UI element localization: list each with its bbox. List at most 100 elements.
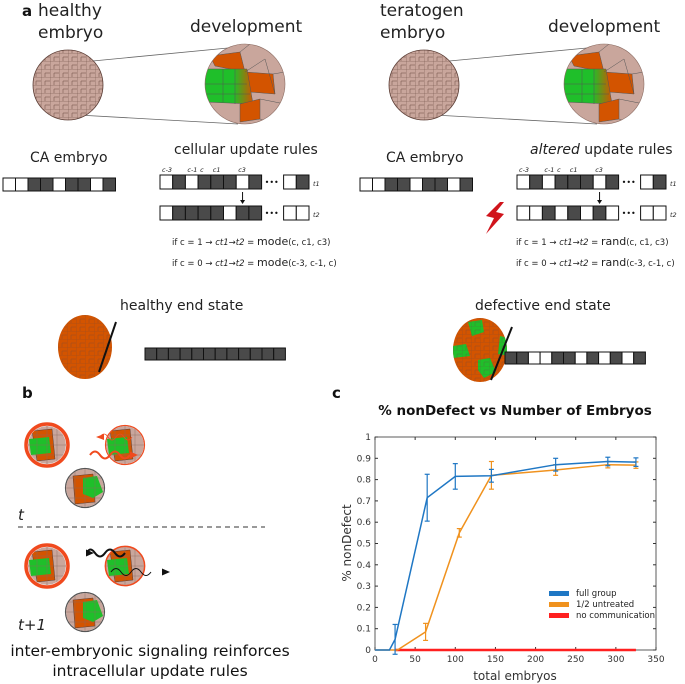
healthy-embryo-title-line1: healthy [38, 1, 102, 21]
ca-cell [248, 174, 263, 190]
embryo-icon-sender-t1 [28, 547, 66, 585]
y-tick-label: 0.2 [357, 603, 371, 613]
panel-c-chart: c % nonDefect vs Number of Embryos 0 50 10… [332, 384, 665, 683]
cell-index-label: c-1 [187, 166, 197, 174]
y-tick-label: 0 [365, 646, 371, 656]
x-tick-label: 150 [487, 655, 504, 665]
panel-b: b t t+1 inter-embryonic signaling reinfo… [10, 384, 289, 680]
ca-cell [527, 351, 541, 365]
receiver-embryo-ring-t1 [104, 545, 146, 587]
panel-b-caption-line1: inter-embryonic signaling reinforces [10, 642, 289, 660]
embryo-icon-receiver-t1 [106, 547, 144, 585]
ca-cell [191, 347, 205, 361]
legend-label: 1/2 untreated [576, 600, 634, 610]
development-title-right: development [548, 17, 660, 37]
development-embryo-icon [205, 44, 285, 124]
cell-index-label: c-3 [162, 166, 172, 174]
ca-cell [40, 177, 54, 192]
ca-cell [397, 177, 411, 192]
ca-cell [52, 177, 66, 192]
ca-cell [541, 174, 556, 190]
series-line-1-2-untreated [375, 463, 636, 651]
cell-index-label: c1 [570, 166, 578, 174]
ca-cell [90, 177, 104, 192]
healthy-section: healthy embryo development cellular upda… [2, 1, 337, 379]
y-tick-label: 0.3 [357, 582, 371, 592]
weak-signal-wave-arrow [99, 433, 133, 441]
defective-end-state-embryo-icon [453, 318, 507, 382]
weak-forward-wave-arrow [110, 568, 152, 576]
ca-cell [504, 351, 518, 365]
ca-cell [574, 351, 588, 365]
ellipsis: ••• [622, 209, 636, 218]
ellipsis: ••• [622, 178, 636, 187]
ca-cell [223, 205, 237, 221]
neutral-embryo-ring [64, 467, 106, 509]
x-tick-label: 300 [607, 655, 624, 665]
ca-cell [447, 177, 461, 192]
healthy-end-state-label: healthy end state [120, 298, 243, 314]
ca-cell [633, 351, 646, 365]
ca-cell [172, 174, 186, 190]
ca-cell [167, 347, 181, 361]
neutral-embryo-ring-t1 [64, 591, 106, 633]
x-tick-label: 350 [647, 655, 664, 665]
legend-swatch [549, 602, 569, 607]
healthy-end-state-embryo-icon [58, 315, 112, 379]
ca-cell [586, 351, 600, 365]
ca-cell [598, 351, 611, 365]
ca-cell [567, 174, 581, 190]
data-series [375, 456, 639, 655]
zoom-line-bottom [77, 114, 239, 125]
ca-cell [529, 174, 543, 190]
time-label-t: t [18, 506, 25, 524]
teratogen-embryo-title-line2: embryo [380, 23, 445, 43]
ca-cell [459, 177, 473, 192]
ca-cell [249, 347, 263, 361]
t2-label: t2 [313, 211, 320, 219]
ca-cell [159, 174, 174, 190]
ca-cell [295, 205, 310, 221]
ca-cell [516, 205, 531, 221]
x-tick-label: 200 [527, 655, 544, 665]
ca-cell [184, 205, 199, 221]
axis-ticks: 0 50 100 150 200 250 300 350 0 0.1 0.2 0.3 0.4 0.5 0.6… [357, 433, 665, 665]
ca-cell [359, 177, 373, 192]
ca-embryo-strip-right [359, 177, 473, 192]
ca-cell [580, 174, 594, 190]
y-tick-label: 0.4 [357, 561, 372, 571]
defective-end-state-label: defective end state [475, 298, 611, 314]
y-tick-label: 0.9 [357, 454, 372, 464]
y-tick-label: 1 [365, 433, 371, 443]
ellipsis: ••• [265, 209, 279, 218]
cell-index-label: c [557, 166, 561, 174]
panel-label-a: a [22, 2, 32, 20]
ca-cell [609, 351, 623, 365]
ca-embryo-label-right: CA embryo [386, 150, 464, 166]
ca-cell [210, 174, 225, 190]
rules-title-left: cellular update rules [174, 142, 318, 158]
panel-b-caption-line2: intracellular update rules [52, 662, 247, 680]
t2-label: t2 [670, 211, 677, 219]
end-state-strip-left [144, 347, 286, 361]
ca-cell [592, 174, 607, 190]
ca-cell [27, 177, 41, 192]
embryo-icon-neutral-t [66, 469, 104, 507]
ca-cell [197, 174, 212, 190]
cell-index-label: c3 [595, 166, 603, 174]
cell-index-label: c3 [238, 166, 246, 174]
healthy-embryo-icon [32, 49, 104, 121]
ca-cell [605, 205, 620, 221]
slash-divider-left [98, 321, 117, 373]
x-tick-label: 250 [567, 655, 584, 665]
update-rule-diagram-right: ••• ••• t1 t2 c-3 c-1 c c1 c3 [516, 166, 677, 221]
panel-label-b: b [22, 384, 33, 402]
ca-cell [384, 177, 398, 192]
teratogen-embryo-icon [388, 49, 460, 121]
y-tick-label: 0.8 [357, 476, 372, 486]
ca-cell [238, 347, 251, 361]
t1-label: t1 [670, 180, 677, 188]
ca-cell [434, 177, 448, 192]
zoom-line-bottom-right [433, 114, 598, 125]
